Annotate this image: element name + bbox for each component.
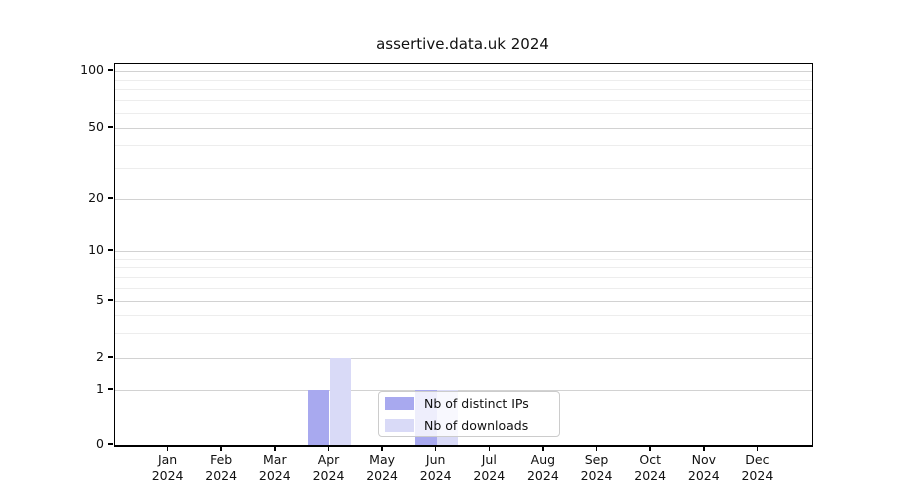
y-minor-gridline — [115, 314, 812, 316]
x-tick-label: Sep 2024 — [580, 452, 613, 483]
chart-title: assertive.data.uk 2024 — [376, 35, 549, 53]
x-tick-label: Jan 2024 — [151, 452, 184, 483]
x-tick-label: Apr 2024 — [312, 452, 345, 483]
x-tick-label: Oct 2024 — [634, 452, 667, 483]
y-major-gridline — [115, 199, 812, 200]
plot-area — [114, 63, 813, 447]
x-tick-label: Aug 2024 — [526, 452, 559, 483]
y-tick-mark — [108, 443, 113, 445]
x-tick-label: May 2024 — [366, 452, 398, 483]
y-minor-gridline — [115, 276, 812, 278]
x-tick-label: Jul 2024 — [473, 452, 506, 483]
y-minor-gridline — [115, 287, 812, 289]
y-minor-gridline — [115, 258, 812, 260]
y-tick-label: 5 — [96, 292, 104, 307]
y-tick-mark — [108, 126, 113, 128]
y-major-gridline — [115, 71, 812, 72]
y-tick-label: 10 — [88, 242, 104, 257]
y-minor-gridline — [115, 332, 812, 334]
x-tick-mark — [166, 446, 169, 451]
x-tick-label: Mar 2024 — [258, 452, 291, 483]
y-tick-mark — [108, 249, 113, 251]
y-major-gridline — [115, 358, 812, 359]
legend-row: Nb of distinct IPs — [385, 396, 559, 411]
y-tick-mark — [108, 388, 113, 390]
y-major-gridline — [115, 390, 812, 391]
x-tick-mark — [327, 446, 330, 451]
x-tick-mark — [274, 446, 276, 451]
y-tick-mark — [108, 356, 113, 358]
y-minor-gridline — [115, 267, 812, 269]
y-tick-label: 1 — [96, 381, 104, 396]
y-tick-label: 100 — [80, 62, 104, 77]
y-major-gridline — [115, 251, 812, 252]
y-minor-gridline — [115, 167, 812, 169]
x-tick-mark — [220, 446, 222, 451]
y-minor-gridline — [115, 100, 812, 102]
x-tick-mark — [649, 446, 651, 451]
x-tick-label: Dec 2024 — [741, 452, 774, 483]
legend-label-downloads: Nb of downloads — [424, 417, 529, 433]
y-major-gridline — [115, 128, 812, 129]
y-minor-gridline — [115, 145, 812, 147]
y-minor-gridline — [115, 113, 812, 114]
y-major-gridline — [115, 301, 812, 302]
x-tick-mark — [381, 446, 383, 451]
legend: Nb of distinct IPs Nb of downloads — [378, 391, 560, 437]
x-tick-mark — [595, 446, 598, 451]
y-tick-mark — [108, 197, 113, 199]
x-tick-label: Jun 2024 — [419, 452, 452, 483]
legend-row: Nb of downloads — [385, 418, 559, 433]
y-tick-label: 50 — [88, 119, 104, 134]
y-minor-gridline — [115, 79, 812, 81]
bar-distinct-ips — [308, 390, 330, 445]
x-tick-mark — [542, 446, 544, 451]
y-tick-label: 2 — [96, 349, 104, 364]
y-minor-gridline — [115, 89, 812, 91]
y-tick-label: 0 — [96, 436, 104, 451]
x-tick-label: Feb 2024 — [205, 452, 238, 483]
legend-swatch-distinct-ips — [385, 396, 414, 410]
legend-label-distinct-ips: Nb of distinct IPs — [424, 395, 529, 411]
x-tick-mark — [488, 446, 491, 451]
y-tick-label: 20 — [88, 190, 104, 205]
x-tick-label: Nov 2024 — [687, 452, 720, 483]
x-tick-mark — [434, 446, 437, 451]
x-tick-mark — [756, 446, 759, 451]
legend-swatch-downloads — [385, 418, 414, 432]
bar-downloads — [329, 358, 351, 445]
x-tick-mark — [703, 446, 705, 451]
y-tick-mark — [108, 69, 113, 71]
y-tick-mark — [108, 299, 113, 301]
